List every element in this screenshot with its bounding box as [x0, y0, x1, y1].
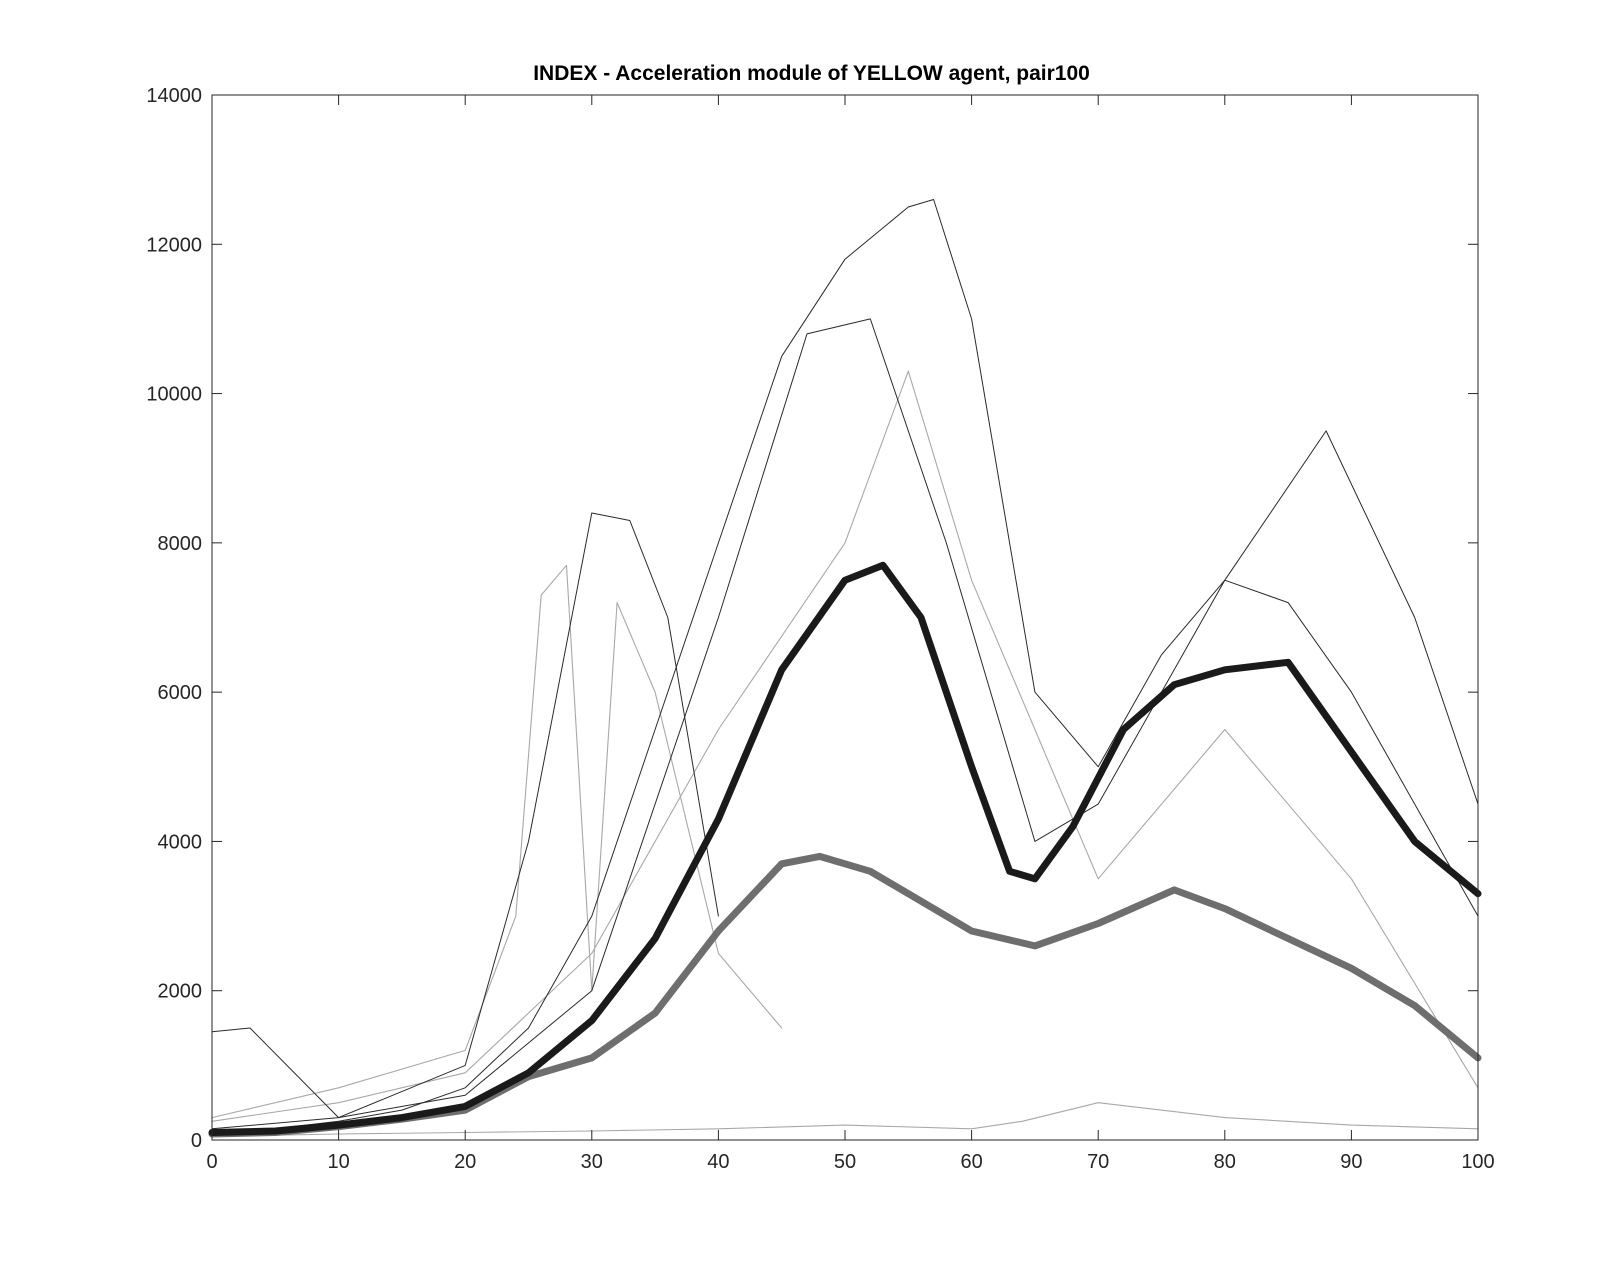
series-line-0	[208, 561, 1482, 1136]
series-line-6	[211, 370, 1479, 1122]
y-tick-label: 12000	[146, 234, 202, 256]
x-tick-label: 30	[581, 1151, 603, 1173]
series-line-7	[211, 1102, 1479, 1137]
trial-curves	[211, 199, 1479, 1137]
series-line-4	[211, 318, 1479, 1130]
x-tick-label: 80	[1214, 1151, 1236, 1173]
x-tick-label: 60	[960, 1151, 982, 1173]
x-tick-label: 10	[327, 1151, 349, 1173]
y-tick-label: 4000	[158, 831, 203, 853]
axis-ticks: 0 10 20 30 40 50 60 70 80 90 100 0 2000 4000 6000 8000 1…	[146, 85, 1494, 1173]
series-line-1	[208, 852, 1482, 1138]
mean-curves	[208, 561, 1482, 1138]
series-line-5	[211, 564, 783, 1119]
axes-box	[211, 94, 1479, 1141]
y-tick-label: 10000	[146, 384, 202, 406]
series-line-3	[211, 512, 719, 1119]
y-tick-label: 0	[191, 1130, 202, 1152]
series-line-2	[211, 199, 1479, 1133]
x-tick-label: 0	[206, 1151, 217, 1173]
y-tick-label: 14000	[146, 85, 202, 107]
x-tick-label: 100	[1461, 1151, 1494, 1173]
y-tick-label: 2000	[158, 981, 203, 1003]
x-tick-label: 70	[1087, 1151, 1109, 1173]
x-tick-label: 90	[1340, 1151, 1362, 1173]
y-tick-label: 8000	[158, 533, 203, 555]
y-tick-label: 6000	[158, 682, 203, 704]
chart-title: INDEX - Acceleration module of YELLOW ag…	[533, 62, 1090, 85]
x-tick-label: 50	[834, 1151, 856, 1173]
x-tick-label: 40	[707, 1151, 729, 1173]
x-tick-label: 20	[454, 1151, 476, 1173]
